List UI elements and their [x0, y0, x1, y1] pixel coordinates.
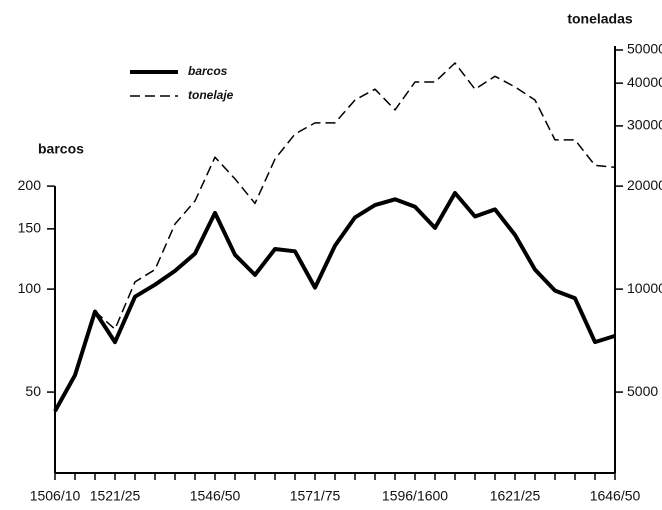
- x-tick-label: 1646/50: [590, 488, 641, 504]
- y2-axis-label: toneladas: [567, 11, 633, 27]
- y-tick-label: 150: [18, 220, 42, 236]
- x-tick-label: 1506/10: [30, 488, 81, 504]
- series-line: [94, 62, 616, 330]
- legend-label: barcos: [188, 64, 228, 78]
- y2-tick-label: 5000: [627, 383, 658, 399]
- y-tick-label: 200: [18, 177, 42, 193]
- y2-tick-label: 50000: [627, 41, 662, 57]
- series-line: [53, 191, 616, 413]
- y-tick-label: 50: [25, 383, 41, 399]
- y2-tick-label: 40000: [627, 74, 662, 90]
- x-tick-label: 1596/1600: [382, 488, 448, 504]
- x-tick-label: 1546/50: [190, 488, 241, 504]
- y2-tick-label: 10000: [627, 280, 662, 296]
- x-tick-label: 1521/25: [90, 488, 141, 504]
- legend-label: tonelaje: [188, 88, 234, 102]
- y2-tick-label: 20000: [627, 177, 662, 193]
- x-tick-label: 1571/75: [290, 488, 341, 504]
- y-tick-label: 100: [18, 280, 42, 296]
- x-tick-label: 1621/25: [490, 488, 541, 504]
- y2-tick-label: 30000: [627, 117, 662, 133]
- y-axis-label: barcos: [38, 141, 84, 157]
